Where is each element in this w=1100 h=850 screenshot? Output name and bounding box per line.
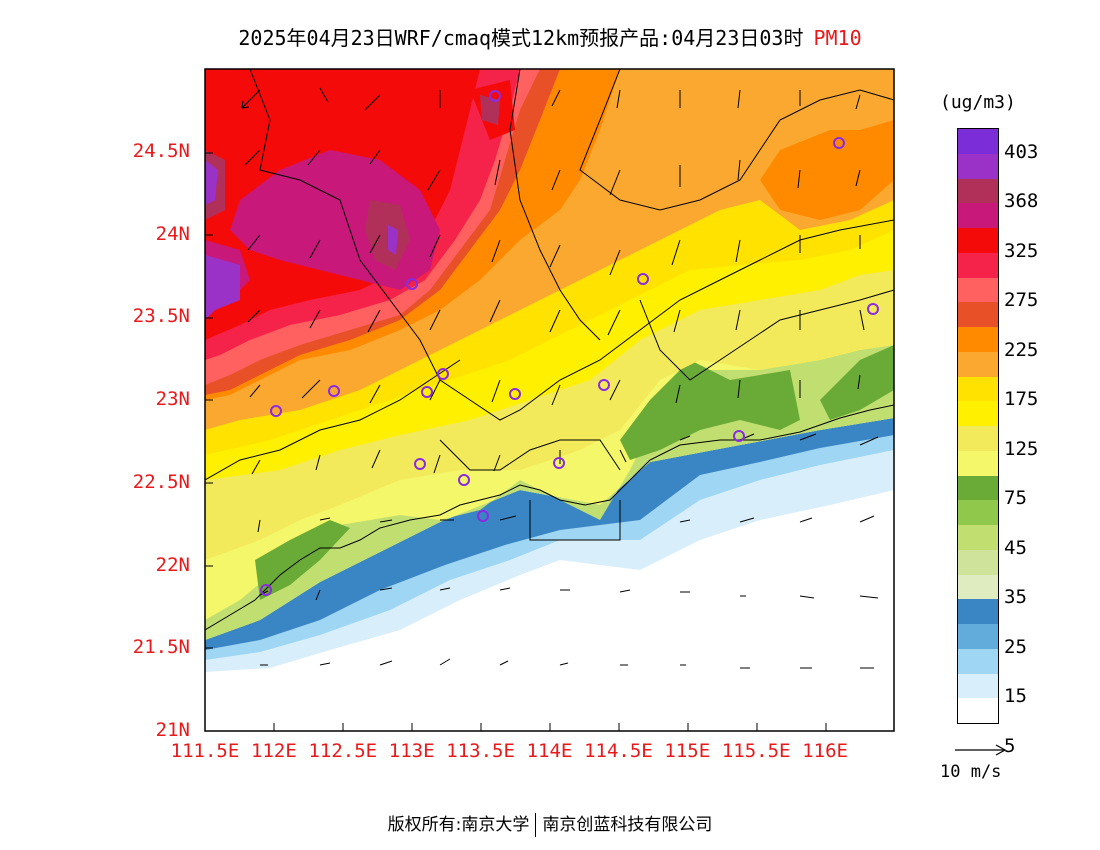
colorbar-swatch [958,673,998,699]
colorbar-label: 275 [1004,289,1039,312]
title-main: 2025年04月23日WRF/cmaq模式12km预报产品:04月23日03时 [238,26,804,50]
province-border [249,69,894,421]
colorbar-swatch [958,376,998,402]
colorbar-swatch [958,401,998,426]
colorbar-label: 35 [1004,586,1027,609]
colorbar-label: 5 [1004,734,1016,757]
colorbar-swatch [958,500,998,525]
y-tick-label: 22N [155,553,190,576]
colorbar-swatch [958,599,998,624]
colorbar-swatch [958,525,998,550]
x-tick-label: 112E [251,740,297,762]
colorbar-label: 368 [1004,190,1039,213]
x-tick-label: 111.5E [170,740,240,762]
colorbar-swatch [958,351,998,377]
colorbar-swatch [958,252,998,278]
colorbar-swatch [958,228,998,253]
y-tick-label: 21.5N [132,636,190,659]
x-tick-label: 115.5E [721,740,791,762]
county-border-1 [509,69,601,341]
colorbar-swatch [958,426,998,451]
x-tick-label: 112.5E [308,740,378,762]
colorbar-label: 75 [1004,487,1027,510]
x-tick-label: 113E [388,740,435,762]
colorbar-swatch [958,302,998,327]
colorbar-swatch [958,475,998,501]
county-border-5 [439,439,621,471]
colorbar-swatch [958,277,998,303]
colorbar-swatch [958,153,998,179]
pm10-band-35 [255,345,894,600]
axis-ticks [205,152,827,731]
x-tick-label: 113.5E [446,740,515,762]
wind-key-arrow [955,744,1007,756]
x-tick-label: 116E [802,740,848,762]
pm10-band-15 [205,422,894,660]
pm10-band-hot5 [205,160,398,320]
colorbar-swatch [958,203,998,228]
colorbar [957,128,999,724]
colorbar-swatch [958,327,998,352]
x-tick-label: 115E [664,740,711,762]
colorbar-label: 403 [1004,140,1039,163]
footer-divider [535,813,537,837]
y-tick-label: 21N [155,719,190,741]
footer-right: 南京创蓝科技有限公司 [542,815,713,835]
y-tick-label: 22.5N [132,470,190,493]
y-tick-label: 24.5N [132,139,190,162]
pollutant-label: PM10 [813,26,862,50]
colorbar-label: 45 [1004,536,1027,559]
wind-key-label: 10 m/s [940,762,1002,782]
colorbar-swatch [958,648,998,674]
colorbar-label: 175 [1004,388,1039,411]
colorbar-label: 325 [1004,239,1039,262]
colorbar-swatch [958,624,998,649]
colorbar-label: 125 [1004,437,1039,460]
colorbar-label: 25 [1004,635,1027,658]
concentration-field [205,69,894,731]
colorbar-label: 15 [1004,685,1027,708]
x-tick-label: 114E [526,740,573,762]
colorbar-swatch [958,129,998,154]
hongkong-box [529,500,621,541]
county-border-3 [205,359,461,481]
station-markers [260,90,879,596]
chart-title: 2025年04月23日WRF/cmaq模式12km预报产品:04月23日03时 P… [0,22,1100,51]
pm10-band-25 [205,418,894,650]
pm10-band-hot3 [205,150,440,310]
copyright-footer: 版权所有:南京大学 南京创蓝科技有限公司 [0,810,1100,837]
footer-left: 版权所有:南京大学 [387,815,530,835]
colorbar-unit: (ug/m3) [940,92,1016,113]
y-tick-label: 24N [155,222,190,245]
wind-vectors [241,87,879,669]
colorbar-swatch [958,178,998,204]
colorbar-swatch [958,698,998,723]
y-tick-label: 23N [155,388,190,410]
colorbar-swatch [958,574,998,600]
x-tick-label: 114.5E [584,740,653,762]
colorbar-label: 225 [1004,338,1039,361]
colorbar-swatch [958,450,998,476]
county-border-4 [639,289,894,381]
y-tick-label: 23.5N [132,305,190,328]
colorbar-swatch [958,549,998,575]
county-border-2 [579,69,894,211]
